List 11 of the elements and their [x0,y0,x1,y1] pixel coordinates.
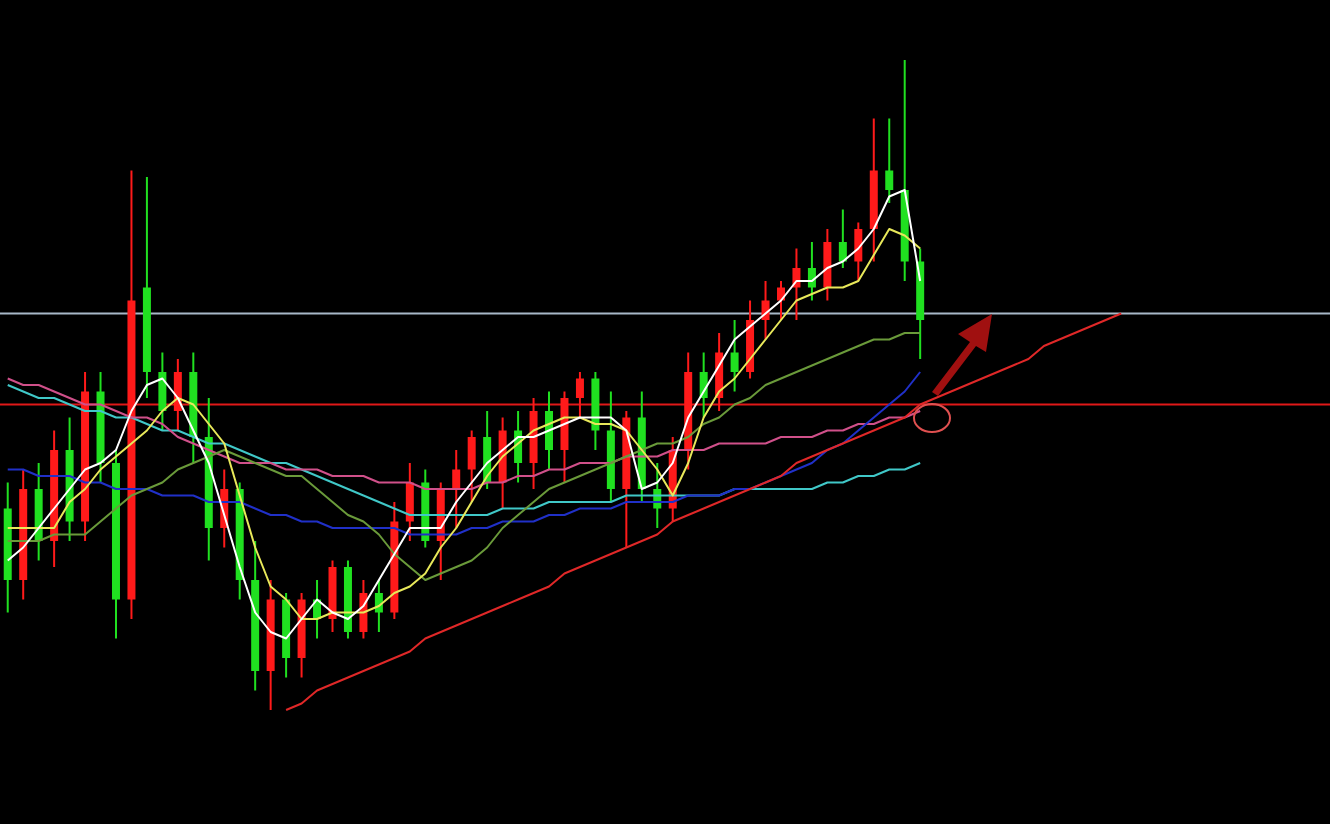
candlestick [823,228,832,302]
candlestick [467,429,476,503]
candlestick [730,319,739,393]
candlestick [158,351,167,432]
candlestick [452,449,461,529]
candlestick [854,221,863,282]
candlestick [575,371,584,419]
candlestick [838,208,847,269]
candlestick [807,241,816,302]
candlestick [405,462,414,542]
candlestick [885,117,894,204]
